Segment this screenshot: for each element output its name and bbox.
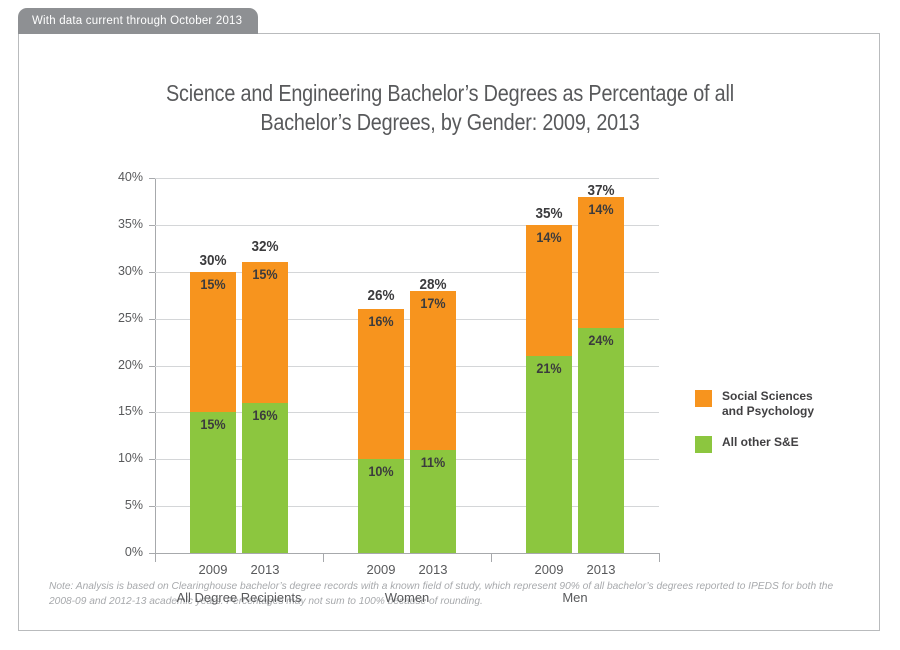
x-axis-year-label: 2009 <box>366 562 396 577</box>
legend-item[interactable]: Social Sciences and Psychology <box>695 389 865 419</box>
legend-label: Social Sciences and Psychology <box>722 389 814 419</box>
x-axis-year-label: 2013 <box>250 562 280 577</box>
bar-total-label: 26% <box>367 287 395 305</box>
x-axis-year-label: 2009 <box>198 562 228 577</box>
header-tab-label: With data current through October 2013 <box>32 15 243 27</box>
chart-title-line-1: Science and Engineering Bachelor’s Degre… <box>166 80 734 106</box>
legend-swatch <box>695 390 712 407</box>
bar-segment[interactable] <box>578 328 624 553</box>
gridline <box>155 224 659 226</box>
y-axis-tick-mark <box>149 459 155 461</box>
x-axis-year-label: 2009 <box>534 562 564 577</box>
x-axis-group-separator <box>659 553 660 562</box>
bar-segment[interactable] <box>358 309 404 460</box>
gridline <box>155 412 659 414</box>
y-axis-tick-label: 30% <box>117 263 143 278</box>
chart-title: Science and Engineering Bachelor’s Degre… <box>79 79 820 137</box>
segment-value-label: 16% <box>368 313 394 330</box>
segment-value-label: 21% <box>536 360 562 377</box>
legend-label-line: and Psychology <box>722 404 815 418</box>
y-axis-tick-mark <box>149 412 155 414</box>
y-axis-tick-label: 40% <box>117 170 143 184</box>
legend-item[interactable]: All other S&E <box>695 435 865 453</box>
y-axis-tick-mark <box>149 553 155 554</box>
x-axis-group-label: Men <box>562 590 588 605</box>
stacked-bar[interactable]: 15% 15% 30% <box>190 252 236 553</box>
bar-total-label: 32% <box>251 237 279 255</box>
bar-segment[interactable] <box>358 459 404 553</box>
legend-label-line: All other S&E <box>722 435 799 449</box>
segment-value-label: 15% <box>200 416 226 433</box>
stacked-bar[interactable]: 24% 14% 37% <box>578 182 624 553</box>
y-axis-tick-label: 15% <box>117 404 143 419</box>
segment-value-label: 14% <box>588 200 614 217</box>
bar-segment[interactable] <box>578 196 624 328</box>
stacked-bar[interactable]: 10% 16% 26% <box>358 287 404 553</box>
y-axis-tick-mark <box>149 365 155 367</box>
gridline <box>155 506 659 508</box>
bar-total-label: 30% <box>199 251 227 269</box>
gridline <box>155 318 659 320</box>
y-axis-labels: 0% 5% 10% 15% 20% 25% 30% 35% 40% <box>81 170 143 559</box>
bar-segment[interactable] <box>526 224 572 357</box>
y-axis-tick-label: 10% <box>117 451 143 466</box>
y-axis-tick-label: 5% <box>124 498 143 513</box>
x-axis-year-label: 2013 <box>586 562 616 577</box>
segment-value-label: 10% <box>368 463 394 480</box>
x-axis-group-separator <box>491 553 492 562</box>
gridline <box>155 365 659 367</box>
gridline <box>155 553 659 554</box>
stacked-bar[interactable]: 16% 15% 32% <box>242 238 288 553</box>
segment-value-label: 17% <box>420 294 446 311</box>
gridline <box>155 271 659 273</box>
y-axis-tick-mark <box>149 318 155 320</box>
bar-segment[interactable] <box>242 403 288 553</box>
chart-frame: Science and Engineering Bachelor’s Degre… <box>18 33 880 631</box>
bar-segment[interactable] <box>526 356 572 553</box>
segment-value-label: 24% <box>588 332 614 348</box>
header-tab: With data current through October 2013 <box>18 8 259 34</box>
segment-value-label: 14% <box>536 228 562 245</box>
legend-swatch <box>695 436 712 453</box>
gridline <box>155 459 659 461</box>
gridline <box>155 178 659 179</box>
segment-value-label: 15% <box>200 275 226 292</box>
y-axis-tick-label: 20% <box>117 357 143 372</box>
segment-value-label: 16% <box>252 407 278 423</box>
stacked-bar[interactable]: 21% 14% 35% <box>526 205 572 553</box>
segment-value-label: 15% <box>252 266 278 283</box>
x-axis-group-label: All Degree Recipients <box>176 590 302 605</box>
y-axis-tick-mark <box>149 271 155 273</box>
bar-total-label: 35% <box>535 204 563 222</box>
y-axis-tick-label: 25% <box>117 310 143 325</box>
stacked-bar[interactable]: 11% 17% 28% <box>410 276 456 553</box>
chart-note: Note: Analysis is based on Clearinghouse… <box>49 581 834 607</box>
plot-area: 15% 15% 30% 16% 15% 32% 10% 16% 26% 11% 17% 28% 21% 1… <box>155 178 659 554</box>
y-axis-tick-label: 0% <box>124 545 143 559</box>
x-axis-group-label: Women <box>384 590 430 605</box>
x-axis-year-label: 2013 <box>418 562 448 577</box>
bar-total-label: 37% <box>587 182 615 200</box>
x-axis-group-separator <box>323 553 324 562</box>
y-axis-tick-label: 35% <box>117 216 143 231</box>
x-axis-group-separator <box>155 553 156 562</box>
y-axis-tick-mark <box>149 178 155 179</box>
y-axis-tick-mark <box>149 224 155 226</box>
y-axis-tick-mark <box>149 506 155 508</box>
segment-value-label: 11% <box>420 453 446 470</box>
bar-segment[interactable] <box>242 262 288 403</box>
bar-segment[interactable] <box>410 449 456 553</box>
bar-segment[interactable] <box>410 290 456 450</box>
bar-segment[interactable] <box>190 412 236 553</box>
legend-label-line: Social Sciences <box>722 389 813 403</box>
chart-title-line-2: Bachelor’s Degrees, by Gender: 2009, 201… <box>260 109 640 135</box>
bar-total-label: 28% <box>419 276 447 294</box>
legend-label: All other S&E <box>722 435 799 450</box>
bar-segment[interactable] <box>190 271 236 413</box>
chart-legend: Social Sciences and Psychology All other S… <box>695 389 865 469</box>
